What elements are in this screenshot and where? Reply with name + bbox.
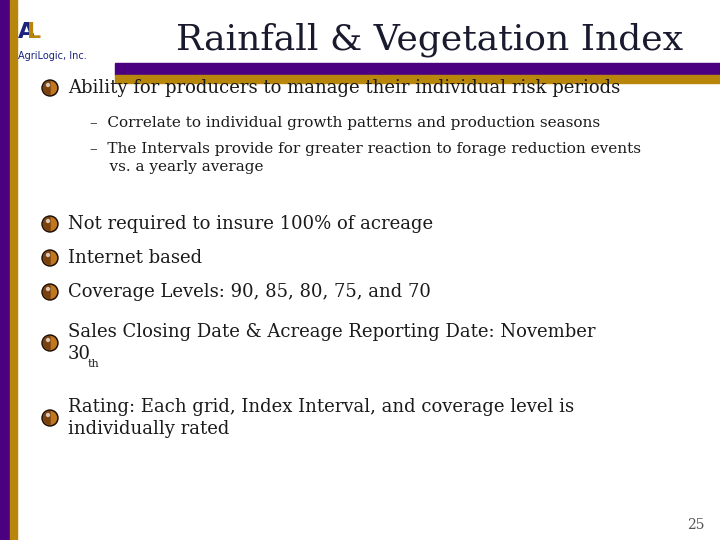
Wedge shape [43, 286, 50, 299]
Text: L: L [27, 22, 41, 42]
Text: A: A [18, 22, 35, 42]
Text: –  The Intervals provide for greater reaction to forage reduction events
    vs.: – The Intervals provide for greater reac… [90, 142, 641, 174]
Circle shape [47, 414, 50, 416]
Wedge shape [43, 336, 50, 349]
Text: Internet based: Internet based [68, 249, 202, 267]
Bar [115, 75, 720, 83]
Circle shape [42, 335, 58, 351]
Bar [10, 0, 17, 540]
Text: Sales Closing Date & Acreage Reporting Date: November
30: Sales Closing Date & Acreage Reporting D… [68, 322, 595, 363]
Wedge shape [43, 252, 50, 265]
Circle shape [43, 286, 56, 299]
Bar [115, 63, 720, 75]
Circle shape [43, 252, 56, 265]
Text: Rainfall & Vegetation Index: Rainfall & Vegetation Index [176, 23, 683, 57]
Text: AgriLogic, Inc.: AgriLogic, Inc. [18, 51, 86, 61]
Text: 25: 25 [688, 518, 705, 532]
Circle shape [43, 411, 56, 424]
Circle shape [47, 339, 50, 341]
Text: th: th [88, 359, 100, 369]
Circle shape [43, 218, 56, 231]
Text: Coverage Levels: 90, 85, 80, 75, and 70: Coverage Levels: 90, 85, 80, 75, and 70 [68, 283, 431, 301]
Circle shape [47, 84, 50, 86]
Circle shape [47, 219, 50, 222]
Text: Ability for producers to manage their individual risk periods: Ability for producers to manage their in… [68, 79, 620, 97]
Wedge shape [43, 82, 50, 94]
Circle shape [47, 253, 50, 256]
Circle shape [43, 336, 56, 349]
Wedge shape [43, 411, 50, 424]
Text: –  Correlate to individual growth patterns and production seasons: – Correlate to individual growth pattern… [90, 116, 600, 130]
Text: Not required to insure 100% of acreage: Not required to insure 100% of acreage [68, 215, 433, 233]
Circle shape [43, 82, 56, 94]
Wedge shape [43, 218, 50, 231]
Circle shape [42, 410, 58, 426]
Text: Rating: Each grid, Index Interval, and coverage level is
individually rated: Rating: Each grid, Index Interval, and c… [68, 397, 574, 438]
Circle shape [47, 287, 50, 291]
Circle shape [42, 216, 58, 232]
Bar [0, 0, 10, 540]
Circle shape [42, 80, 58, 96]
Circle shape [42, 250, 58, 266]
Circle shape [42, 284, 58, 300]
